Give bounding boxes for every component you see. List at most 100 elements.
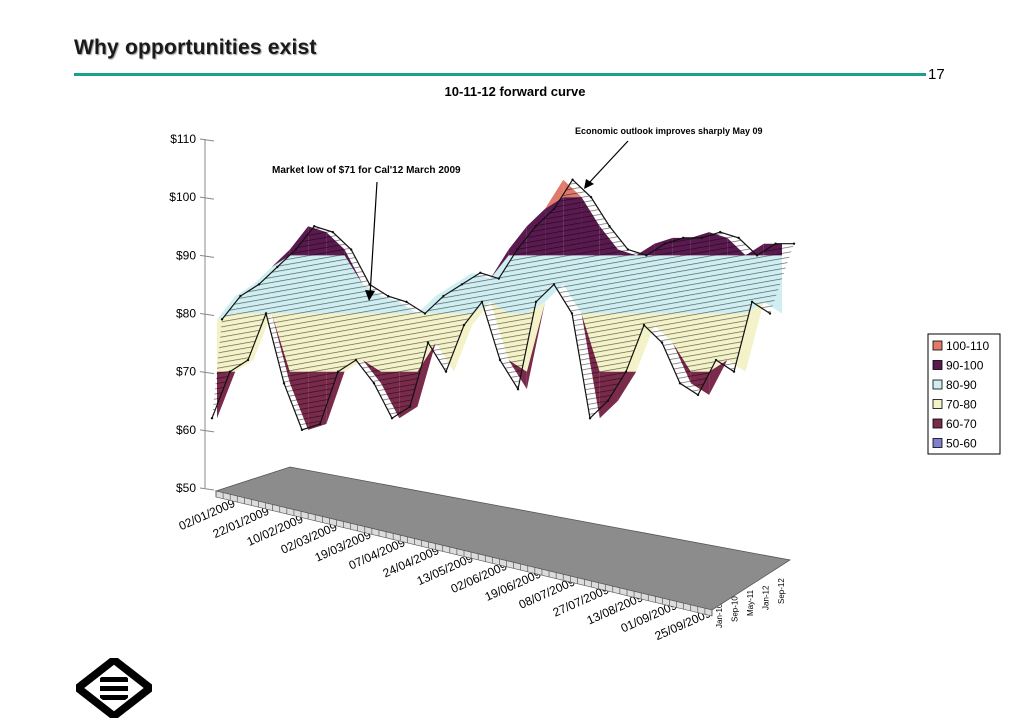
data-point-front bbox=[372, 382, 376, 385]
data-point-front bbox=[660, 341, 664, 344]
title-rule bbox=[74, 73, 926, 76]
series-line-front bbox=[211, 283, 771, 431]
legend-entry-label: 70-80 bbox=[946, 398, 977, 412]
data-point-front bbox=[642, 323, 646, 327]
annotation-outlook-arrowhead bbox=[584, 179, 594, 189]
y-tick-label: $60 bbox=[176, 423, 196, 437]
y-tick-label: $70 bbox=[176, 365, 196, 379]
depth-tick-label: May-11 bbox=[746, 589, 755, 616]
depth-tick-label: Jan-10 bbox=[715, 603, 724, 628]
legend-layer: 100-110 90-100 80-90 70-80 60-70 50-60 bbox=[927, 333, 1001, 455]
legend-entry-label: 60-70 bbox=[946, 417, 977, 431]
data-point-front bbox=[606, 399, 610, 402]
surface-band bbox=[490, 249, 509, 279]
y-tick bbox=[199, 313, 215, 316]
data-point-back bbox=[405, 300, 408, 304]
legend-entry-label: 90-100 bbox=[946, 359, 984, 373]
data-point-back bbox=[774, 242, 777, 245]
legend-box bbox=[927, 333, 1001, 455]
series-line-back bbox=[221, 178, 794, 320]
data-point-front bbox=[336, 370, 340, 373]
data-point-back bbox=[626, 248, 630, 251]
legend-swatch bbox=[932, 438, 943, 448]
data-point-front bbox=[732, 370, 736, 373]
data-point-front bbox=[300, 428, 304, 432]
depth-tick-label: Jan-12 bbox=[762, 585, 771, 610]
data-point-back bbox=[755, 254, 759, 257]
data-point-back bbox=[423, 312, 427, 315]
y-tick-label: $100 bbox=[169, 190, 196, 204]
data-point-front bbox=[624, 370, 628, 373]
surface-band bbox=[271, 249, 290, 267]
y-tick bbox=[199, 487, 215, 491]
floor-layer bbox=[214, 466, 792, 617]
annotation-layer: Economic outlook improves sharply May 09… bbox=[272, 126, 763, 301]
company-logo bbox=[76, 658, 152, 718]
surface-band bbox=[745, 301, 764, 372]
annotation-market-low-arrowhead bbox=[365, 290, 375, 301]
annotation-market-low-arrow bbox=[369, 181, 378, 296]
annotation-outlook: Economic outlook improves sharply May 09 bbox=[575, 126, 763, 136]
data-point-front bbox=[570, 312, 574, 315]
data-point-back bbox=[497, 277, 500, 280]
data-point-back bbox=[589, 195, 593, 199]
data-point-front bbox=[678, 382, 682, 385]
y-tick-label: $90 bbox=[176, 248, 196, 262]
data-point-back bbox=[479, 271, 482, 274]
data-point-front bbox=[390, 417, 394, 420]
y-tick-label: $50 bbox=[176, 481, 196, 495]
data-point-front bbox=[210, 417, 214, 420]
surface-band bbox=[709, 360, 728, 395]
data-point-front bbox=[768, 312, 772, 315]
data-point-front bbox=[228, 370, 232, 373]
data-point-back bbox=[552, 207, 556, 210]
data-point-back bbox=[516, 248, 519, 251]
data-point-back bbox=[442, 294, 445, 298]
data-point-back bbox=[276, 265, 279, 269]
legend-swatch bbox=[932, 360, 943, 370]
data-point-back bbox=[349, 248, 353, 251]
data-point-front bbox=[516, 387, 520, 391]
data-point-front bbox=[444, 370, 448, 373]
page-number: 17 bbox=[928, 66, 945, 83]
legend-entry-label: 100-110 bbox=[946, 339, 989, 353]
y-tick bbox=[199, 196, 215, 200]
surface-band bbox=[545, 179, 564, 209]
data-point-front bbox=[426, 341, 430, 344]
surface-layer bbox=[210, 178, 796, 432]
surface-band bbox=[526, 301, 546, 390]
annotation-market-low: Market low of $71 for Cal'12 March 2009 bbox=[272, 165, 461, 176]
data-point-front bbox=[534, 300, 538, 304]
data-point-back bbox=[331, 230, 334, 234]
surface-band bbox=[617, 371, 637, 401]
data-point-front bbox=[588, 417, 592, 420]
data-point-back bbox=[386, 294, 390, 298]
data-point-front bbox=[246, 358, 250, 362]
depth-tick-label: Sep-12 bbox=[777, 578, 786, 604]
data-point-back bbox=[460, 283, 464, 286]
legend-swatch bbox=[932, 340, 943, 351]
data-point-back bbox=[718, 230, 722, 234]
surface-band bbox=[472, 301, 491, 326]
y-tick-label: $110 bbox=[170, 132, 196, 146]
data-point-front bbox=[264, 312, 268, 315]
slide-title: Why opportunities exist bbox=[74, 36, 317, 59]
legend-entry-label: 80-90 bbox=[946, 378, 977, 392]
data-point-front bbox=[462, 323, 466, 327]
legend-entry-label: 50-60 bbox=[946, 437, 977, 451]
y-tick-label: $80 bbox=[176, 307, 196, 321]
data-point-front bbox=[354, 358, 358, 362]
surface-band bbox=[417, 342, 436, 407]
legend-swatch bbox=[932, 418, 943, 429]
data-point-back bbox=[313, 225, 316, 228]
data-point-front bbox=[318, 422, 322, 426]
data-point-back bbox=[571, 178, 574, 181]
data-point-back bbox=[220, 318, 224, 321]
data-point-front bbox=[282, 382, 286, 385]
data-point-back bbox=[663, 242, 667, 245]
y-tick bbox=[199, 371, 215, 375]
data-point-front bbox=[480, 300, 484, 304]
data-point-front bbox=[498, 358, 502, 362]
data-point-back bbox=[645, 254, 648, 257]
